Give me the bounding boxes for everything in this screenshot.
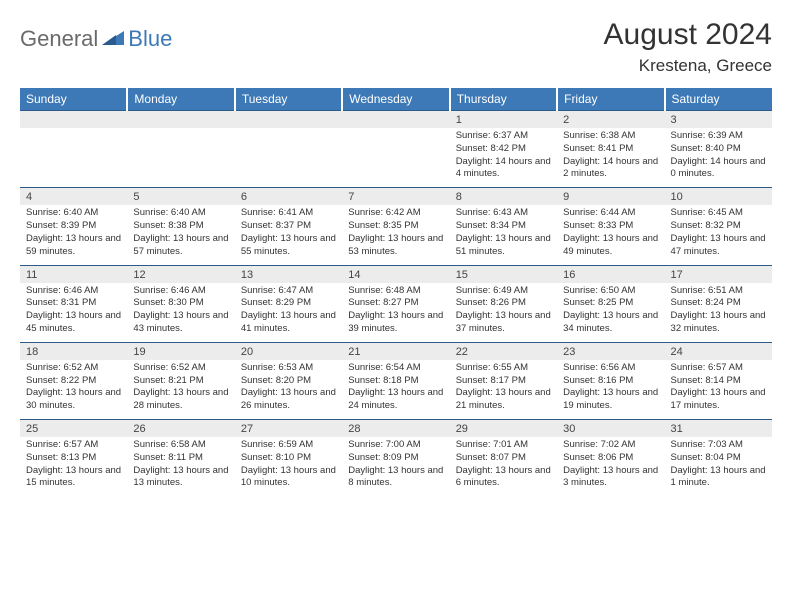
day-cell: Sunrise: 7:01 AM Sunset: 8:07 PM Dayligh… xyxy=(450,437,557,496)
day-cell: Sunrise: 6:49 AM Sunset: 8:26 PM Dayligh… xyxy=(450,283,557,343)
day-data-row: Sunrise: 6:57 AM Sunset: 8:13 PM Dayligh… xyxy=(20,437,772,496)
day-cell: Sunrise: 7:00 AM Sunset: 8:09 PM Dayligh… xyxy=(342,437,449,496)
day-number xyxy=(127,111,234,129)
day-number: 31 xyxy=(665,420,772,438)
day-cell: Sunrise: 6:48 AM Sunset: 8:27 PM Dayligh… xyxy=(342,283,449,343)
day-number: 10 xyxy=(665,188,772,206)
day-number: 26 xyxy=(127,420,234,438)
day-cell: Sunrise: 6:37 AM Sunset: 8:42 PM Dayligh… xyxy=(450,128,557,188)
weekday-header: Saturday xyxy=(665,88,772,111)
day-cell: Sunrise: 6:47 AM Sunset: 8:29 PM Dayligh… xyxy=(235,283,342,343)
day-cell: Sunrise: 6:46 AM Sunset: 8:31 PM Dayligh… xyxy=(20,283,127,343)
day-number: 5 xyxy=(127,188,234,206)
day-number: 4 xyxy=(20,188,127,206)
day-data-row: Sunrise: 6:40 AM Sunset: 8:39 PM Dayligh… xyxy=(20,205,772,265)
day-number: 8 xyxy=(450,188,557,206)
day-number: 23 xyxy=(557,342,664,360)
day-number-row: 11121314151617 xyxy=(20,265,772,283)
logo-triangle-icon xyxy=(102,29,124,50)
day-cell: Sunrise: 6:50 AM Sunset: 8:25 PM Dayligh… xyxy=(557,283,664,343)
day-cell: Sunrise: 6:53 AM Sunset: 8:20 PM Dayligh… xyxy=(235,360,342,420)
day-number: 27 xyxy=(235,420,342,438)
day-number: 16 xyxy=(557,265,664,283)
day-cell: Sunrise: 6:44 AM Sunset: 8:33 PM Dayligh… xyxy=(557,205,664,265)
day-number: 24 xyxy=(665,342,772,360)
day-number: 13 xyxy=(235,265,342,283)
weekday-header: Wednesday xyxy=(342,88,449,111)
day-cell: Sunrise: 6:52 AM Sunset: 8:21 PM Dayligh… xyxy=(127,360,234,420)
day-cell: Sunrise: 6:56 AM Sunset: 8:16 PM Dayligh… xyxy=(557,360,664,420)
day-cell: Sunrise: 7:03 AM Sunset: 8:04 PM Dayligh… xyxy=(665,437,772,496)
weekday-header-row: Sunday Monday Tuesday Wednesday Thursday… xyxy=(20,88,772,111)
day-cell: Sunrise: 6:39 AM Sunset: 8:40 PM Dayligh… xyxy=(665,128,772,188)
day-cell: Sunrise: 6:57 AM Sunset: 8:13 PM Dayligh… xyxy=(20,437,127,496)
day-cell: Sunrise: 6:54 AM Sunset: 8:18 PM Dayligh… xyxy=(342,360,449,420)
weekday-header: Friday xyxy=(557,88,664,111)
day-cell: Sunrise: 6:55 AM Sunset: 8:17 PM Dayligh… xyxy=(450,360,557,420)
day-number: 18 xyxy=(20,342,127,360)
day-cell: Sunrise: 7:02 AM Sunset: 8:06 PM Dayligh… xyxy=(557,437,664,496)
day-cell xyxy=(127,128,234,188)
day-number: 11 xyxy=(20,265,127,283)
day-number: 19 xyxy=(127,342,234,360)
day-cell xyxy=(342,128,449,188)
day-number: 29 xyxy=(450,420,557,438)
day-number: 3 xyxy=(665,111,772,129)
day-number xyxy=(235,111,342,129)
weekday-header: Monday xyxy=(127,88,234,111)
day-number: 30 xyxy=(557,420,664,438)
day-cell: Sunrise: 6:40 AM Sunset: 8:38 PM Dayligh… xyxy=(127,205,234,265)
day-number-row: 45678910 xyxy=(20,188,772,206)
day-number xyxy=(20,111,127,129)
day-data-row: Sunrise: 6:46 AM Sunset: 8:31 PM Dayligh… xyxy=(20,283,772,343)
day-number: 17 xyxy=(665,265,772,283)
day-number-row: 123 xyxy=(20,111,772,129)
day-number: 14 xyxy=(342,265,449,283)
day-data-row: Sunrise: 6:52 AM Sunset: 8:22 PM Dayligh… xyxy=(20,360,772,420)
day-cell: Sunrise: 6:45 AM Sunset: 8:32 PM Dayligh… xyxy=(665,205,772,265)
day-cell: Sunrise: 6:59 AM Sunset: 8:10 PM Dayligh… xyxy=(235,437,342,496)
day-cell xyxy=(20,128,127,188)
day-cell: Sunrise: 6:52 AM Sunset: 8:22 PM Dayligh… xyxy=(20,360,127,420)
day-cell: Sunrise: 6:57 AM Sunset: 8:14 PM Dayligh… xyxy=(665,360,772,420)
weekday-header: Tuesday xyxy=(235,88,342,111)
logo-text-general: General xyxy=(20,26,98,52)
day-cell: Sunrise: 6:42 AM Sunset: 8:35 PM Dayligh… xyxy=(342,205,449,265)
day-cell: Sunrise: 6:40 AM Sunset: 8:39 PM Dayligh… xyxy=(20,205,127,265)
day-data-row: Sunrise: 6:37 AM Sunset: 8:42 PM Dayligh… xyxy=(20,128,772,188)
day-number: 6 xyxy=(235,188,342,206)
location-subtitle: Krestena, Greece xyxy=(604,56,772,76)
day-number: 20 xyxy=(235,342,342,360)
day-number: 28 xyxy=(342,420,449,438)
day-number: 25 xyxy=(20,420,127,438)
day-number: 7 xyxy=(342,188,449,206)
day-cell: Sunrise: 6:43 AM Sunset: 8:34 PM Dayligh… xyxy=(450,205,557,265)
day-number-row: 18192021222324 xyxy=(20,342,772,360)
day-number: 21 xyxy=(342,342,449,360)
logo-text-blue: Blue xyxy=(128,26,172,52)
day-cell xyxy=(235,128,342,188)
day-number: 15 xyxy=(450,265,557,283)
day-number: 1 xyxy=(450,111,557,129)
day-number: 22 xyxy=(450,342,557,360)
day-number: 2 xyxy=(557,111,664,129)
calendar-table: Sunday Monday Tuesday Wednesday Thursday… xyxy=(20,88,772,496)
day-cell: Sunrise: 6:38 AM Sunset: 8:41 PM Dayligh… xyxy=(557,128,664,188)
page-title: August 2024 xyxy=(604,18,772,52)
weekday-header: Sunday xyxy=(20,88,127,111)
logo: General Blue xyxy=(20,26,172,52)
title-block: August 2024 Krestena, Greece xyxy=(604,18,772,76)
day-number-row: 25262728293031 xyxy=(20,420,772,438)
weekday-header: Thursday xyxy=(450,88,557,111)
day-cell: Sunrise: 6:51 AM Sunset: 8:24 PM Dayligh… xyxy=(665,283,772,343)
day-cell: Sunrise: 6:58 AM Sunset: 8:11 PM Dayligh… xyxy=(127,437,234,496)
day-cell: Sunrise: 6:46 AM Sunset: 8:30 PM Dayligh… xyxy=(127,283,234,343)
day-number: 12 xyxy=(127,265,234,283)
day-cell: Sunrise: 6:41 AM Sunset: 8:37 PM Dayligh… xyxy=(235,205,342,265)
header: General Blue August 2024 Krestena, Greec… xyxy=(20,18,772,76)
day-number xyxy=(342,111,449,129)
day-number: 9 xyxy=(557,188,664,206)
